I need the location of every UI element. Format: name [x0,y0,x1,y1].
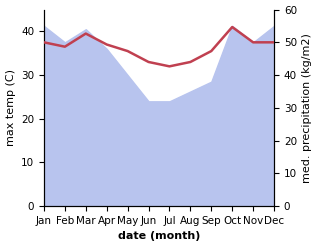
X-axis label: date (month): date (month) [118,231,200,242]
Y-axis label: med. precipitation (kg/m2): med. precipitation (kg/m2) [302,33,313,183]
Y-axis label: max temp (C): max temp (C) [5,69,16,146]
